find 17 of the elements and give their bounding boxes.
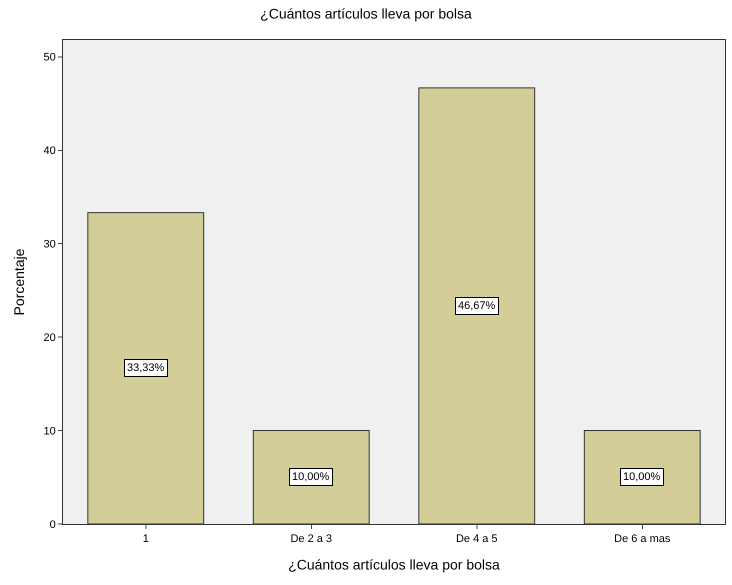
x-tick-label: De 2 a 3: [290, 533, 332, 546]
data-label: 46,67%: [458, 300, 496, 312]
data-label: 10,00%: [623, 471, 661, 483]
x-axis-title: ¿Cuántos artículos lleva por bolsa: [288, 556, 500, 572]
y-axis-title: Porcentaje: [11, 248, 28, 316]
y-tick-label: 30: [44, 238, 56, 251]
data-label: 33,33%: [127, 362, 165, 374]
y-tick-label: 10: [44, 425, 56, 438]
x-tick-label: 1: [142, 533, 149, 546]
y-tick-label: 50: [44, 52, 56, 64]
chart-title: ¿Cuántos artículos lleva por bolsa: [260, 6, 472, 22]
x-tick-label: De 4 a 5: [456, 533, 498, 546]
data-label: 10,00%: [292, 471, 330, 483]
y-tick-label: 40: [44, 145, 56, 158]
y-tick-label: 20: [44, 332, 56, 344]
y-tick-label: 0: [50, 518, 56, 531]
x-tick-label: De 6 a mas: [614, 533, 671, 546]
